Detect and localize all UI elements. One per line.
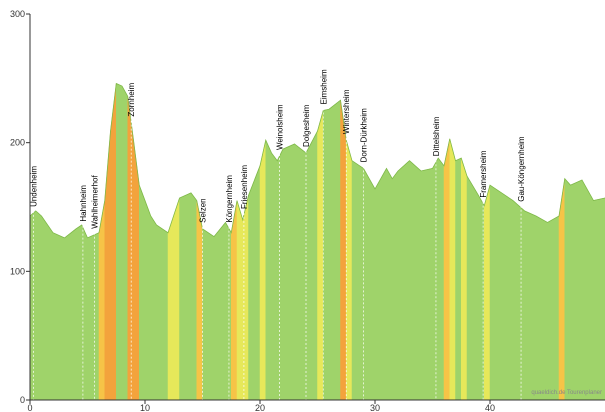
profile-segment xyxy=(225,221,232,401)
profile-segment xyxy=(265,139,272,401)
profile-segment xyxy=(593,197,605,401)
profile-segment xyxy=(259,140,266,401)
profile-segment xyxy=(455,157,462,401)
profile-segment xyxy=(87,232,100,401)
profile-segment xyxy=(41,215,54,401)
profile-segment xyxy=(328,99,341,401)
profile-segment xyxy=(305,130,318,401)
town-label: Weinolsheim xyxy=(276,104,285,150)
profile-segment xyxy=(121,85,128,401)
profile-segment xyxy=(29,210,36,401)
town-label: Zornheim xyxy=(127,82,136,116)
profile-segment xyxy=(190,192,197,401)
profile-segment xyxy=(75,224,82,401)
profile-segment xyxy=(156,224,169,401)
profile-segment xyxy=(271,152,278,401)
profile-segment xyxy=(248,165,261,401)
profile-segment xyxy=(202,228,215,401)
profile-segment xyxy=(179,192,192,401)
profile-segment xyxy=(484,185,491,401)
profile-segment xyxy=(351,160,364,401)
profile-segment xyxy=(104,131,111,401)
profile-segment xyxy=(443,138,450,401)
town-label: Hahnheim xyxy=(79,185,88,222)
profile-segment xyxy=(449,138,456,401)
x-tick-label: 20 xyxy=(255,403,265,412)
profile-segment xyxy=(277,148,284,401)
town-label: Wahlheimerhof xyxy=(90,175,99,229)
x-tick-label: 10 xyxy=(140,403,150,412)
profile-segment xyxy=(323,108,330,401)
town-label: Friesenheim xyxy=(240,165,249,209)
profile-segment xyxy=(535,215,548,401)
profile-segment xyxy=(139,185,146,401)
x-tick-label: 30 xyxy=(370,403,380,412)
watermark: quaeldich.de Tourenplaner xyxy=(531,390,602,396)
town-label: Eimsheim xyxy=(319,69,328,104)
profile-segment xyxy=(501,192,514,401)
profile-segment xyxy=(196,200,203,401)
profile-segment xyxy=(570,179,583,401)
profile-segment xyxy=(144,200,151,401)
profile-segment xyxy=(116,83,123,401)
profile-segment xyxy=(150,215,157,401)
profile-segment xyxy=(35,210,42,401)
profile-segment xyxy=(564,178,571,401)
town-label: Selzen xyxy=(199,198,208,222)
profile-segment xyxy=(231,200,238,401)
profile-segment xyxy=(438,157,445,401)
profile-segment xyxy=(374,167,387,401)
profile-segment xyxy=(392,170,399,401)
town-label: Dolgesheim xyxy=(302,104,311,147)
profile-segment xyxy=(110,83,117,401)
x-tick-label: 40 xyxy=(485,403,495,412)
profile-segment xyxy=(432,157,439,401)
y-tick-label: 200 xyxy=(10,138,25,148)
profile-segment xyxy=(397,160,410,401)
town-label: Framersheim xyxy=(479,150,488,197)
town-label: Dorn-Dürkheim xyxy=(360,108,369,163)
profile-segment xyxy=(363,167,376,401)
profile-segment xyxy=(346,140,353,401)
profile-segment xyxy=(127,96,134,401)
y-tick-label: 300 xyxy=(10,9,25,19)
profile-segment xyxy=(581,179,594,401)
profile-segment xyxy=(489,184,502,401)
town-label: Köngernheim xyxy=(225,175,234,223)
profile-segment xyxy=(282,143,295,401)
profile-segment xyxy=(547,215,560,401)
profile-line xyxy=(29,82,605,239)
profile-segment xyxy=(466,175,479,401)
profile-segment xyxy=(420,168,433,401)
profile-segment xyxy=(98,200,105,401)
profile-segment xyxy=(512,200,525,401)
profile-segment xyxy=(524,210,537,401)
profile-segment xyxy=(409,160,422,401)
profile-segment xyxy=(294,143,307,401)
profile-segment xyxy=(213,221,226,401)
profile-segment xyxy=(52,232,65,401)
profile-segment xyxy=(340,100,347,401)
profile-segment xyxy=(461,158,468,401)
town-label: Undenheim xyxy=(29,166,38,207)
y-tick-label: 0 xyxy=(20,395,25,405)
profile-segment xyxy=(64,228,77,401)
town-label: Wintersheim xyxy=(342,89,351,134)
y-tick-label: 100 xyxy=(10,266,25,276)
profile-segment xyxy=(386,167,393,401)
profile-segment xyxy=(317,110,324,401)
x-tick-label: 0 xyxy=(27,403,32,412)
town-label: Gau-Köngernheim xyxy=(517,136,526,202)
town-label: Dittelsheim xyxy=(432,116,441,156)
profile-segment xyxy=(236,200,243,401)
